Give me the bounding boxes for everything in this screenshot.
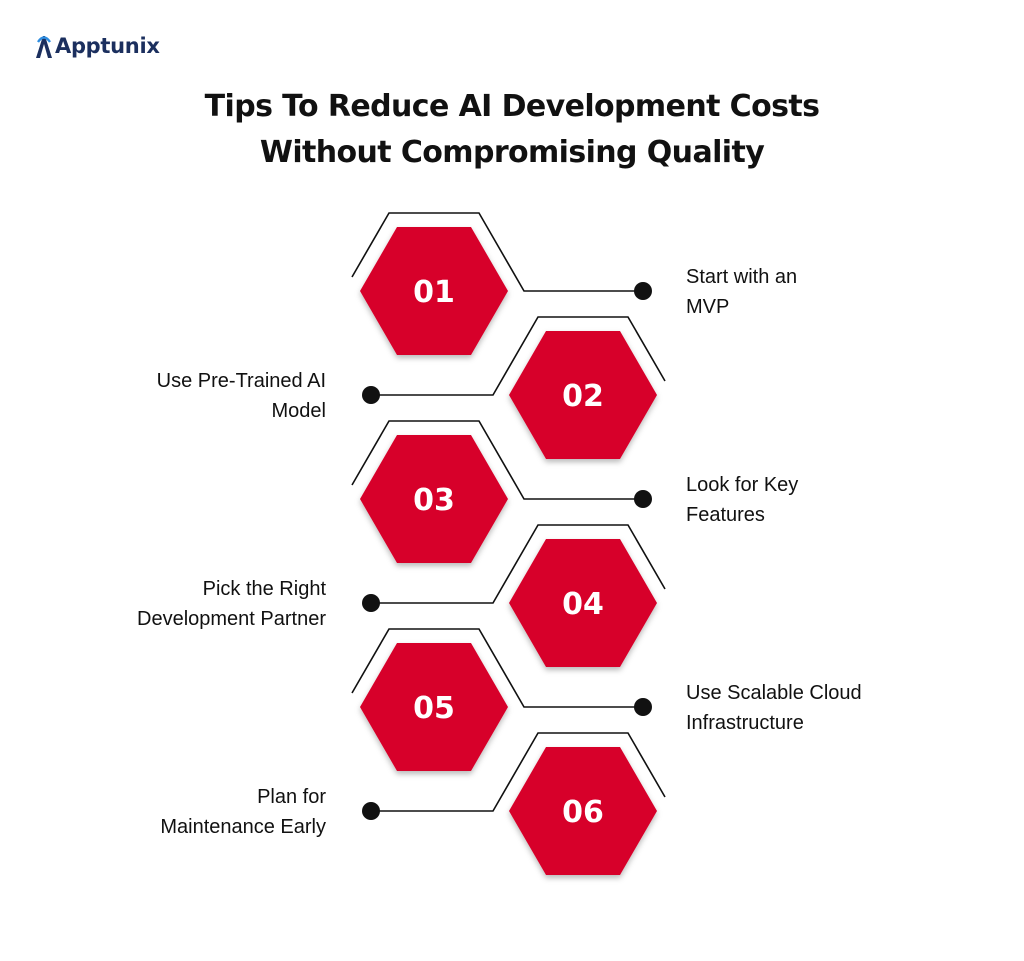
page-title: Tips To Reduce AI Development Costs With… (0, 84, 1024, 176)
step-label-line-2: Features (686, 504, 765, 526)
step-label-line-2: Development Partner (137, 608, 326, 630)
step-label-4: Pick the Right Development Partner (137, 574, 326, 634)
step-label-line-1: Plan for (257, 786, 326, 808)
step-number: 05 (413, 691, 455, 726)
step-label-5: Use Scalable Cloud Infrastructure (686, 678, 862, 738)
step-number: 04 (562, 587, 604, 622)
step-label-2: Use Pre-Trained AI Model (157, 366, 326, 426)
step-hexagon (509, 331, 657, 459)
step-6: 06 (362, 732, 666, 875)
step-label-line-2: MVP (686, 296, 730, 318)
brand-name: Apptunix (55, 34, 160, 58)
connector-dot (362, 802, 380, 820)
connector-dot (634, 282, 652, 300)
step-label-line-2: Infrastructure (686, 712, 804, 734)
step-connector-line (351, 628, 643, 708)
step-connector-line (371, 732, 666, 812)
step-4: 04 (362, 524, 666, 667)
step-connector-line (351, 212, 643, 292)
title-line-1: Tips To Reduce AI Development Costs (204, 89, 820, 124)
step-label-6: Plan for Maintenance Early (160, 782, 326, 842)
step-connector-line (371, 316, 666, 396)
step-1: 01 (351, 212, 652, 355)
step-number: 02 (562, 379, 604, 414)
connector-dot (634, 698, 652, 716)
step-label-line-2: Maintenance Early (160, 816, 326, 838)
step-hexagon (360, 227, 508, 355)
step-label-line-1: Start with an (686, 266, 798, 288)
connector-dot (634, 490, 652, 508)
step-label-line-2: Model (271, 400, 326, 422)
step-connector-line (351, 420, 643, 500)
step-hexagon (360, 435, 508, 563)
step-label-line-1: Use Pre-Trained AI (156, 370, 326, 392)
brand-logo: Apptunix (34, 28, 160, 64)
connector-dot (362, 386, 380, 404)
step-connector-line (371, 524, 666, 604)
step-5: 05 (351, 628, 652, 771)
step-number: 01 (413, 275, 455, 310)
step-hexagon (360, 643, 508, 771)
logo-arch-icon (36, 36, 52, 58)
title-line-2: Without Compromising Quality (259, 135, 765, 170)
step-hexagon (509, 539, 657, 667)
connector-dot (362, 594, 380, 612)
step-label-line-1: Use Scalable Cloud (686, 682, 862, 704)
step-number: 06 (562, 795, 604, 830)
step-hexagon (509, 747, 657, 875)
step-2: 02 (362, 316, 666, 459)
step-label-3: Look for Key Features (686, 470, 798, 530)
step-label-line-1: Look for Key (686, 474, 799, 496)
step-number: 03 (413, 483, 455, 518)
step-label-line-1: Pick the Right (202, 578, 326, 600)
step-3: 03 (351, 420, 652, 563)
step-label-1: Start with an MVP (686, 262, 797, 322)
